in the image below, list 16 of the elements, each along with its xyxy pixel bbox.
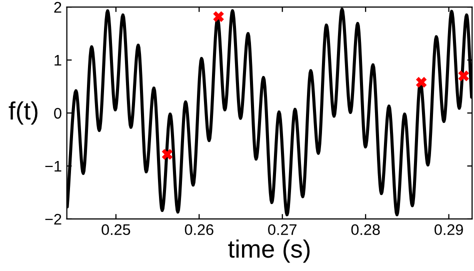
y-tick-label: −2 xyxy=(45,214,62,225)
point xyxy=(458,70,469,82)
y-tick-label: 0 xyxy=(54,108,62,119)
x-tick-label: 0.29 xyxy=(434,224,463,236)
y-tick-label: 2 xyxy=(54,2,62,13)
point xyxy=(162,148,173,160)
y-tick-label: 1 xyxy=(54,55,62,66)
x-tick-label: 0.26 xyxy=(184,224,214,236)
x-tick-label: 0.27 xyxy=(268,224,296,236)
x-axis-title: time (s) xyxy=(228,239,310,263)
y-axis-title: f(t) xyxy=(8,101,38,125)
x-tick-label: 0.25 xyxy=(102,224,130,236)
point xyxy=(416,76,427,88)
y-tick-label: −1 xyxy=(45,161,62,172)
point xyxy=(213,11,224,22)
x-tick-label: 0.28 xyxy=(351,224,380,236)
